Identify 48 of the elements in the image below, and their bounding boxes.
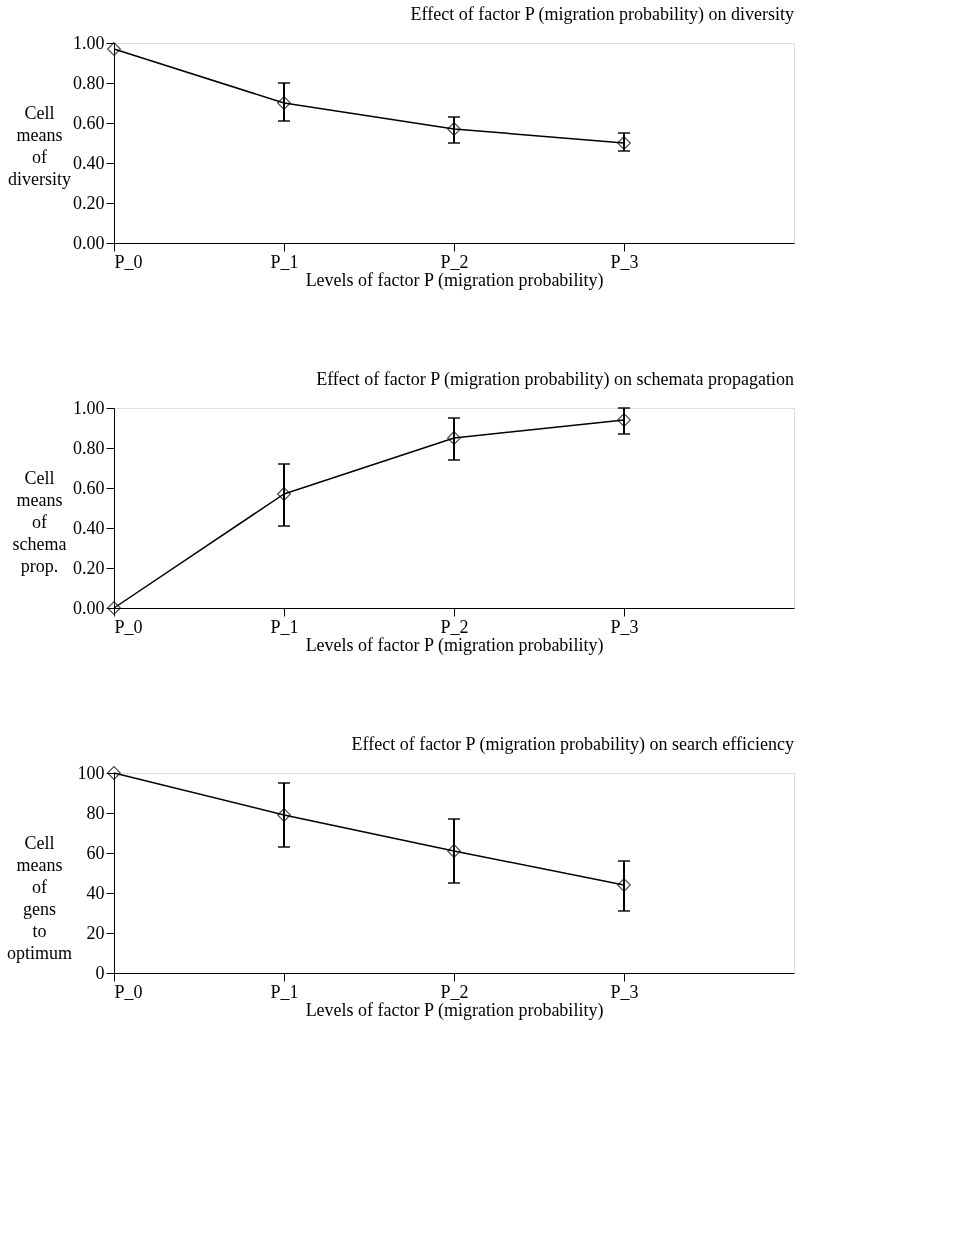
point bbox=[617, 878, 631, 892]
y-tick-label: 0.20 bbox=[73, 192, 105, 213]
y-tick-label: 0 bbox=[95, 962, 105, 983]
x-tick-label: P_0 bbox=[114, 616, 143, 637]
y-axis-title: Cell means of diversity bbox=[8, 102, 71, 189]
y-tick-label: 0.40 bbox=[73, 152, 105, 173]
y-tick-label: 0.60 bbox=[73, 477, 105, 498]
point bbox=[277, 96, 291, 110]
x-axis-title: Levels of factor P (migration probability) bbox=[305, 999, 604, 1021]
y-tick-label: 0.00 bbox=[73, 597, 105, 618]
y-tick-label: 40 bbox=[86, 882, 105, 903]
x-tick-label: P_2 bbox=[440, 251, 469, 272]
point bbox=[447, 844, 461, 858]
y-tick-label: 0.20 bbox=[73, 557, 105, 578]
y-tick-label: 1.00 bbox=[73, 397, 105, 418]
x-axis-title: Levels of factor P (migration probability) bbox=[305, 269, 604, 291]
point bbox=[447, 122, 461, 136]
x-tick-label: P_1 bbox=[270, 616, 299, 637]
x-tick-label: P_0 bbox=[114, 251, 143, 272]
point bbox=[277, 808, 291, 822]
x-tick-label: P_3 bbox=[610, 616, 639, 637]
x-tick-label: P_1 bbox=[270, 981, 299, 1002]
x-axis-title: Levels of factor P (migration probability) bbox=[305, 634, 604, 656]
chart-title: Effect of factor P (migration probability) on search efficiency bbox=[351, 734, 794, 755]
y-tick-label: 0.00 bbox=[73, 232, 105, 253]
x-tick-label: P_2 bbox=[440, 616, 469, 637]
y-axis-title: Cell means of gens to optimum bbox=[6, 832, 73, 963]
y-tick-label: 0.80 bbox=[73, 437, 105, 458]
chart-title: Effect of factor P (migration probability) on diversity bbox=[410, 4, 794, 25]
point bbox=[277, 487, 291, 501]
chart-title: Effect of factor P (migration probability) on schemata propagation bbox=[316, 369, 794, 390]
y-axis-title: Cell means of schema prop. bbox=[12, 467, 67, 576]
y-tick-label: 0.80 bbox=[73, 72, 105, 93]
point bbox=[447, 431, 461, 445]
x-tick-label: P_0 bbox=[114, 981, 143, 1002]
y-tick-label: 100 bbox=[77, 762, 105, 783]
x-tick-label: P_2 bbox=[440, 981, 469, 1002]
x-tick-label: P_3 bbox=[610, 251, 639, 272]
x-tick-label: P_3 bbox=[610, 981, 639, 1002]
y-tick-label: 20 bbox=[86, 922, 105, 943]
point bbox=[617, 136, 631, 150]
y-tick-label: 60 bbox=[86, 842, 105, 863]
y-tick-label: 0.40 bbox=[73, 517, 105, 538]
y-tick-label: 0.60 bbox=[73, 112, 105, 133]
y-tick-label: 1.00 bbox=[73, 32, 105, 53]
point bbox=[617, 413, 631, 427]
x-tick-label: P_1 bbox=[270, 251, 299, 272]
y-tick-label: 80 bbox=[86, 802, 105, 823]
